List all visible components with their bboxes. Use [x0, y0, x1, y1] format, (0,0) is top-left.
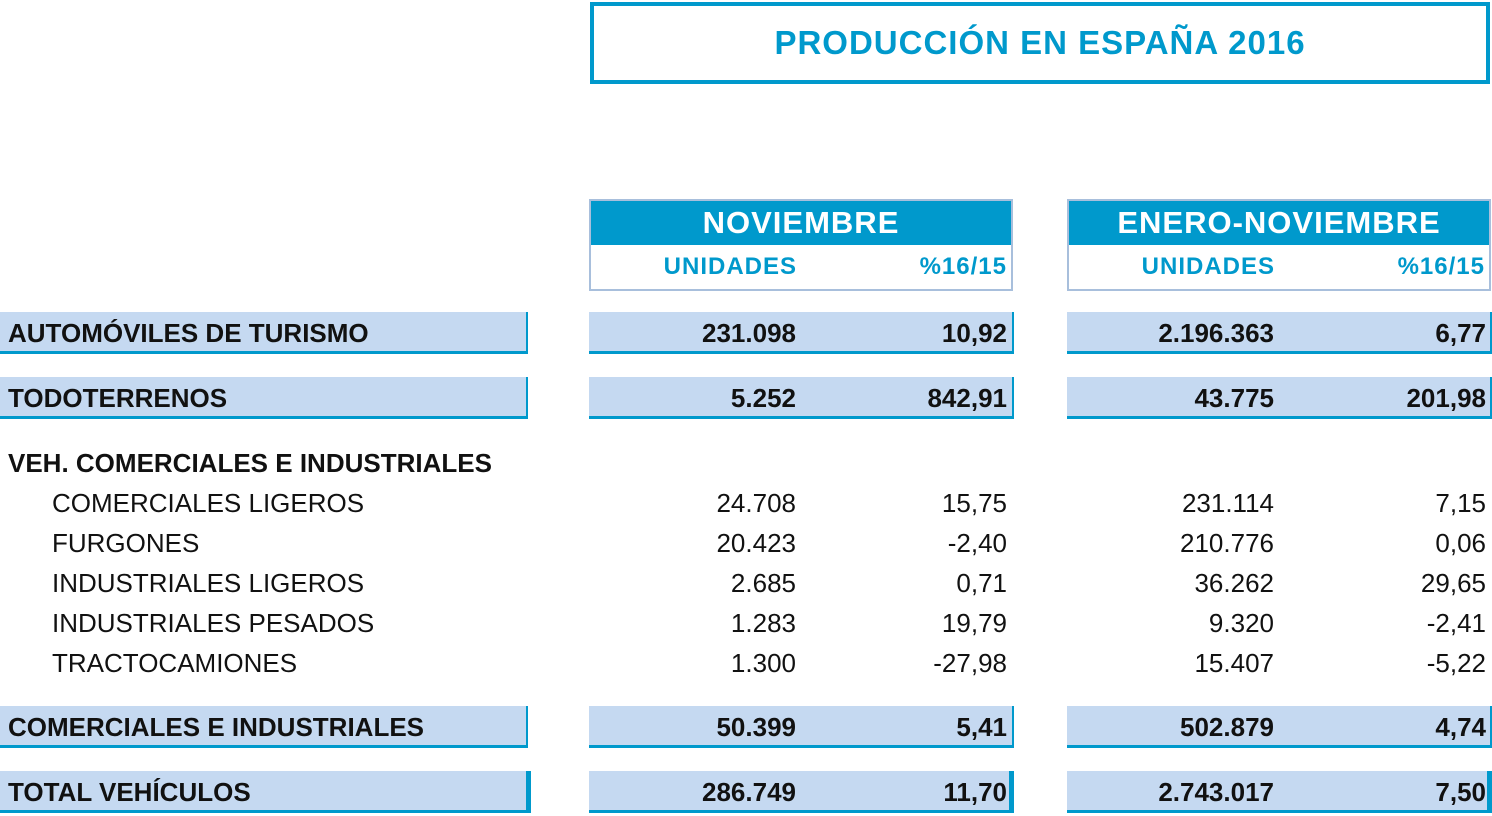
row-label: FURGONES: [52, 528, 200, 558]
group-title: NOVIEMBRE: [591, 201, 1011, 245]
cell-unidades: 20.423: [716, 528, 796, 558]
cell-unidades: 1.300: [730, 648, 796, 678]
cell-pct: 29,65: [1420, 568, 1486, 598]
cell-unidades: 15.407: [1194, 648, 1274, 678]
row-highlight-bar: [589, 706, 1014, 748]
cell-pct: 5,41: [956, 712, 1007, 742]
cell-pct: 4,74: [1435, 712, 1486, 742]
cell-pct: 0,06: [1435, 528, 1486, 558]
cell-pct: 19,79: [941, 608, 1007, 638]
cell-pct: 15,75: [941, 488, 1007, 518]
cell-unidades: 5.252: [730, 383, 796, 413]
row-highlight-bar: [1067, 706, 1492, 748]
cell-unidades: 2.743.017: [1158, 777, 1274, 807]
col-header-pct: %16/15: [1397, 253, 1485, 280]
cell-pct: -27,98: [933, 648, 1007, 678]
cell-unidades: 1.283: [730, 608, 796, 638]
cell-pct: 7,50: [1435, 777, 1486, 807]
cell-pct: 11,70: [943, 777, 1007, 807]
row-label: VEH. COMERCIALES E INDUSTRIALES: [8, 448, 492, 478]
cell-unidades: 286.749: [702, 777, 796, 807]
header-noviembre: NOVIEMBRE UNIDADES %16/15: [589, 199, 1013, 291]
cell-pct: 0,71: [956, 568, 1007, 598]
cell-unidades: 43.775: [1194, 383, 1274, 413]
group-title: ENERO-NOVIEMBRE: [1069, 201, 1489, 245]
col-header-pct: %16/15: [919, 253, 1007, 280]
cell-unidades: 24.708: [716, 488, 796, 518]
cell-unidades: 2.196.363: [1158, 318, 1274, 348]
cell-unidades: 36.262: [1194, 568, 1274, 598]
row-label: TODOTERRENOS: [8, 383, 228, 413]
row-highlight-bar: [0, 771, 531, 813]
row-highlight-bar: [589, 771, 1014, 813]
row-highlight-bar: [0, 377, 528, 419]
col-header-unidades: UNIDADES: [1141, 253, 1275, 280]
cell-pct: 842,91: [927, 383, 1007, 413]
cell-unidades: 210.776: [1180, 528, 1274, 558]
row-label: COMERCIALES LIGEROS: [52, 488, 365, 518]
row-highlight-bar: [589, 377, 1014, 419]
cell-pct: -5,22: [1426, 648, 1486, 678]
cell-unidades: 50.399: [716, 712, 796, 742]
cell-pct: 6,77: [1435, 318, 1486, 348]
header-enero-noviembre: ENERO-NOVIEMBRE UNIDADES %16/15: [1067, 199, 1491, 291]
cell-unidades: 231.098: [702, 318, 796, 348]
cell-pct: 201,98: [1406, 383, 1486, 413]
col-header-unidades: UNIDADES: [663, 253, 797, 280]
row-label: COMERCIALES E INDUSTRIALES: [8, 712, 425, 742]
row-highlight-bar: [1067, 377, 1492, 419]
cell-pct: -2,40: [947, 528, 1007, 558]
row-highlight-bar: [1067, 771, 1492, 813]
row-highlight-bar: [0, 706, 528, 748]
row-highlight-bar: [1067, 312, 1492, 354]
cell-pct: -2,41: [1426, 608, 1486, 638]
cell-unidades: 9.320: [1208, 608, 1274, 638]
row-highlight-bar: [0, 312, 528, 354]
row-label: INDUSTRIALES LIGEROS: [52, 568, 365, 598]
cell-pct: 10,92: [941, 318, 1007, 348]
page-title: PRODUCCIÓN EN ESPAÑA 2016: [590, 2, 1490, 84]
row-label: TOTAL VEHÍCULOS: [8, 777, 251, 807]
cell-pct: 7,15: [1435, 488, 1486, 518]
row-label: AUTOMÓVILES DE TURISMO: [8, 318, 369, 348]
row-label: TRACTOCAMIONES: [52, 648, 298, 678]
row-label: INDUSTRIALES PESADOS: [52, 608, 375, 638]
row-highlight-bar: [589, 312, 1014, 354]
cell-unidades: 2.685: [730, 568, 796, 598]
cell-unidades: 231.114: [1181, 488, 1274, 518]
cell-unidades: 502.879: [1180, 712, 1274, 742]
